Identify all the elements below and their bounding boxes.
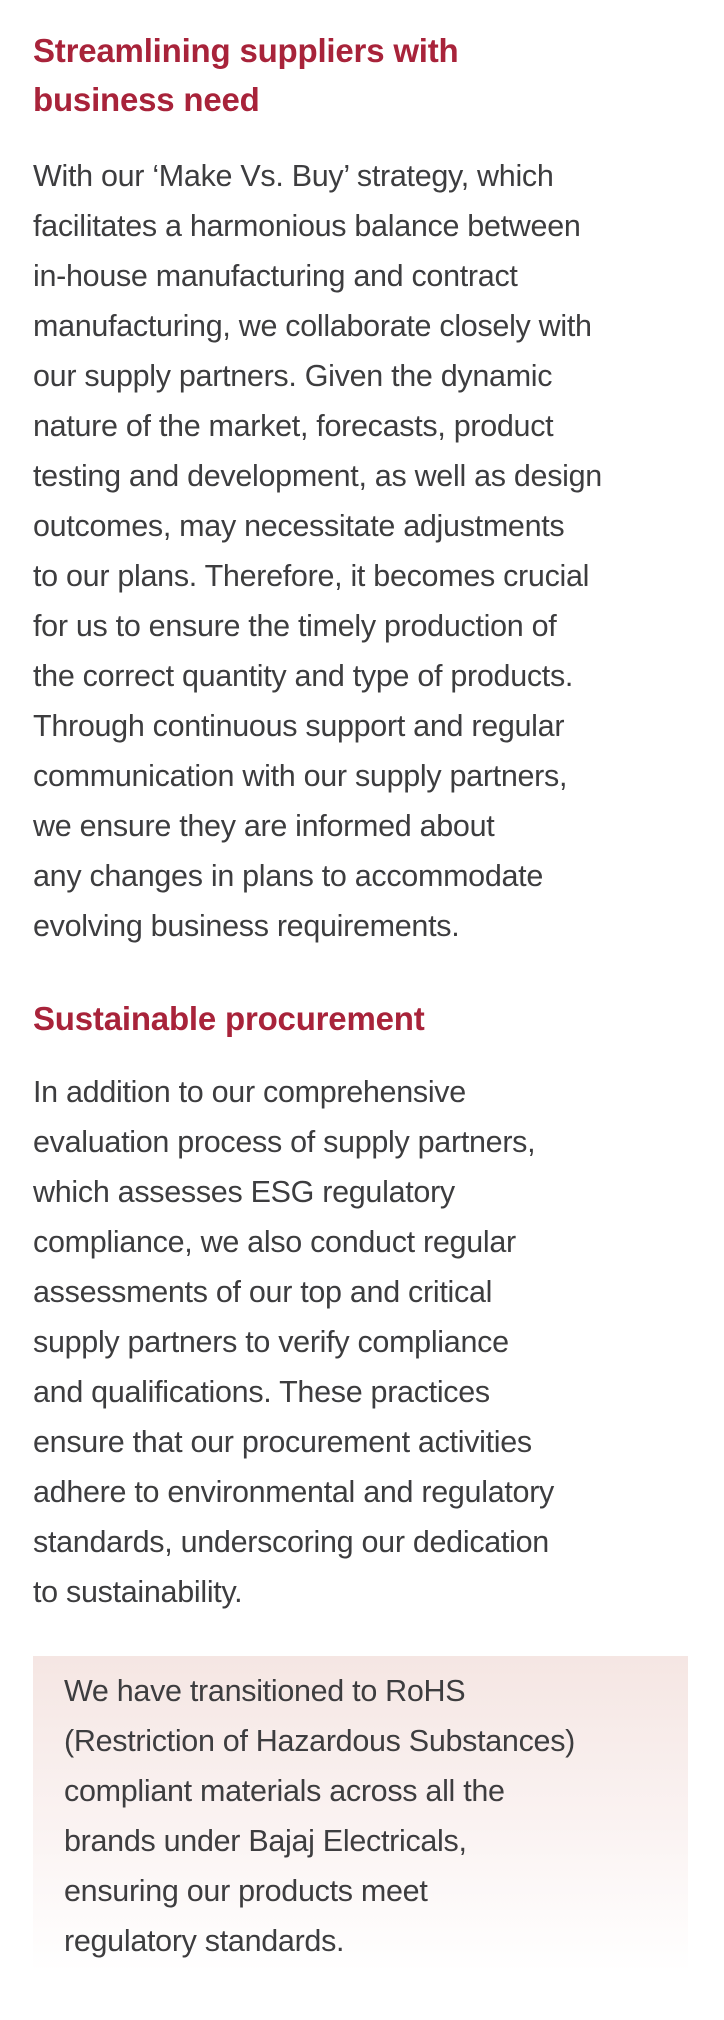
heading-line: Streamlining suppliers with [33,32,459,69]
section-body-sustainable-procurement: In addition to our comprehensive evaluat… [33,1067,554,1617]
body-line: standards, underscoring our dedication [33,1525,549,1559]
heading-line: business need [33,81,260,118]
body-line: Through continuous support and regular [33,709,565,743]
callout-text: We have transitioned to RoHS (Restrictio… [64,1666,575,1966]
body-line: outcomes, may necessitate adjustments [33,509,565,543]
body-line: for us to ensure the timely production o… [33,609,557,643]
rohs-callout-box: We have transitioned to RoHS (Restrictio… [33,1656,688,1972]
body-line: ensure that our procurement activities [33,1425,532,1459]
body-line: compliance, we also conduct regular [33,1225,516,1259]
section-heading-streamlining-suppliers: Streamlining suppliers with business nee… [33,26,653,124]
body-line: nature of the market, forecasts, product [33,409,554,443]
body-line: supply partners to verify compliance [33,1325,509,1359]
body-line: to our plans. Therefore, it becomes cruc… [33,559,590,593]
body-line: testing and development, as well as desi… [33,459,602,493]
body-line: evaluation process of supply partners, [33,1125,536,1159]
section-body-streamlining-suppliers: With our ‘Make Vs. Buy’ strategy, which … [33,151,602,951]
body-line: communication with our supply partners, [33,759,568,793]
body-line: the correct quantity and type of product… [33,659,574,693]
body-line: which assesses ESG regulatory [33,1175,455,1209]
body-line: With our ‘Make Vs. Buy’ strategy, which [33,159,554,193]
callout-line: compliant materials across all the [64,1774,505,1808]
body-line: evolving business requirements. [33,909,460,943]
body-line: In addition to our comprehensive [33,1075,466,1109]
body-line: to sustainability. [33,1575,243,1609]
body-line: adhere to environmental and regulatory [33,1475,554,1509]
body-line: our supply partners. Given the dynamic [33,359,553,393]
body-line: any changes in plans to accommodate [33,859,544,893]
body-line: and qualifications. These practices [33,1375,490,1409]
callout-line: (Restriction of Hazardous Substances) [64,1724,576,1758]
body-line: manufacturing, we collaborate closely wi… [33,309,592,343]
callout-line: brands under Bajaj Electricals, [64,1824,467,1858]
section-heading-sustainable-procurement: Sustainable procurement [33,1000,425,1037]
callout-line: ensuring our products meet [64,1874,428,1908]
body-line: we ensure they are informed about [33,809,495,843]
callout-line: We have transitioned to RoHS [64,1674,466,1708]
body-line: facilitates a harmonious balance between [33,209,581,243]
body-line: assessments of our top and critical [33,1275,493,1309]
callout-line: regulatory standards. [64,1924,345,1958]
body-line: in-house manufacturing and contract [33,259,518,293]
